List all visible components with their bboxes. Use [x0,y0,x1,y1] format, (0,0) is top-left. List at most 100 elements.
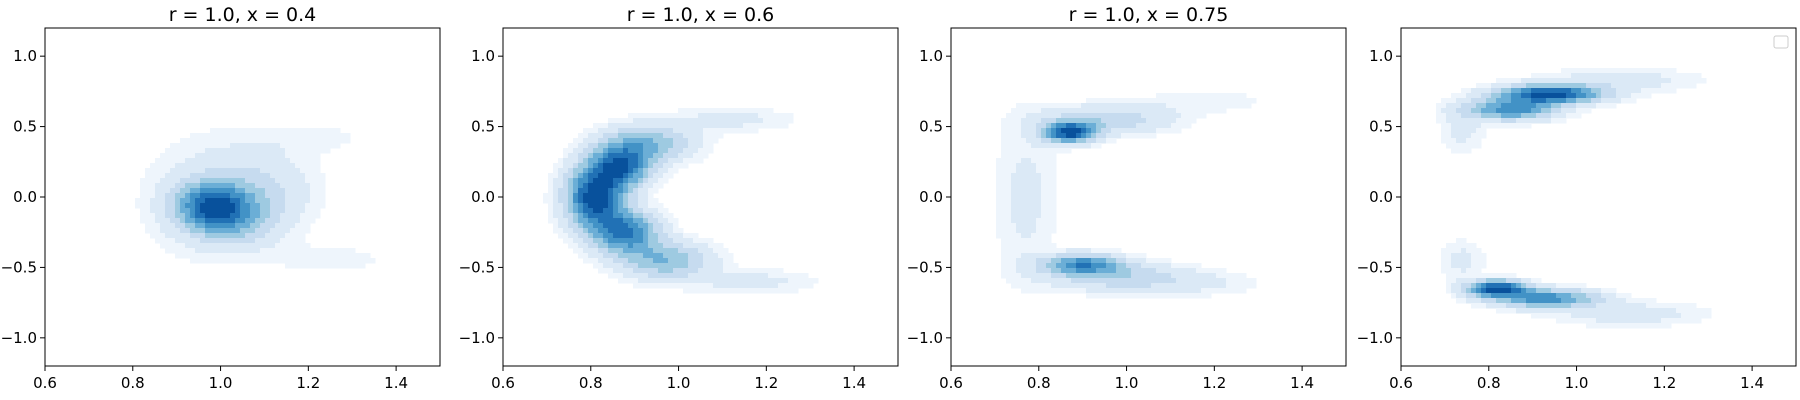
density-cell [1506,83,1512,89]
density-cell [1021,123,1027,129]
density-cell [668,118,674,124]
density-cell [1016,173,1022,179]
density-cell [1141,133,1147,139]
density-cell [1511,308,1517,314]
density-cell [1626,83,1632,89]
density-cell [783,278,789,284]
density-cell [1626,93,1632,99]
density-cell [250,248,256,254]
density-cell [728,278,734,284]
density-cell [703,268,709,274]
density-cell [1046,193,1052,199]
density-cell [1456,288,1462,294]
density-cell [200,233,206,239]
density-cell [1196,283,1202,289]
density-cell [1186,108,1192,114]
density-cell [170,223,176,229]
density-cell [1061,258,1067,264]
density-cell [808,278,814,284]
density-cell [195,183,201,189]
density-cell [683,163,689,169]
density-cell [1556,303,1562,309]
density-cell [658,208,664,214]
density-cell [165,228,171,234]
density-cell [1176,263,1182,269]
density-cell [573,143,579,149]
density-cell [235,223,241,229]
density-cell [1006,113,1012,119]
density-cell [643,138,649,144]
density-cell [1051,158,1057,164]
density-cell [588,243,594,249]
density-cell [1576,98,1582,104]
density-cell [1041,173,1047,179]
density-cell [275,253,281,259]
density-cell [1581,298,1587,304]
density-cell [1076,288,1082,294]
density-cell [1626,323,1632,329]
density-cell [1526,283,1532,289]
density-cell [763,118,769,124]
density-cell [1021,188,1027,194]
density-cell [628,233,634,239]
density-cell [300,233,306,239]
density-cell [618,173,624,179]
density-cell [1236,98,1242,104]
density-cell [633,238,639,244]
density-cell [1636,68,1642,74]
density-cell [285,258,291,264]
density-cell [240,243,246,249]
density-cell [1621,98,1627,104]
density-cell [1471,253,1477,259]
density-cell [623,273,629,279]
density-cell [220,203,226,209]
density-cell [210,163,216,169]
density-cell [280,153,286,159]
density-cell [1481,303,1487,309]
density-cell [623,218,629,224]
density-cell [305,228,311,234]
density-cell [145,168,151,174]
density-cell [628,188,634,194]
density-cell [996,203,1002,209]
density-cell [1161,278,1167,284]
density-cell [1546,98,1552,104]
density-cell [190,188,196,194]
density-cell [1591,293,1597,299]
density-cell [1031,118,1037,124]
density-cell [300,138,306,144]
density-cell [1566,113,1572,119]
density-cell [1581,288,1587,294]
density-cell [1571,83,1577,89]
density-cell [185,138,191,144]
density-cell [643,223,649,229]
density-cell [583,193,589,199]
density-cell [1146,103,1152,109]
density-cell [1151,118,1157,124]
density-cell [593,208,599,214]
density-cell [653,233,659,239]
density-cell [593,188,599,194]
density-cell [773,268,779,274]
density-cell [648,138,654,144]
density-cell [668,283,674,289]
density-cell [240,253,246,259]
density-cell [1511,278,1517,284]
density-cell [1046,238,1052,244]
density-cell [1656,323,1662,329]
density-cell [1546,83,1552,89]
density-cell [1521,103,1527,109]
density-cell [683,288,689,294]
density-cell [220,163,226,169]
density-cell [1571,93,1577,99]
density-cell [1681,303,1687,309]
density-cell [1496,78,1502,84]
density-cell [628,278,634,284]
density-cell [1666,313,1672,319]
density-cell [1021,168,1027,174]
density-cell [1456,123,1462,129]
density-cell [598,213,604,219]
density-cell [1091,143,1097,149]
density-cell [1551,103,1557,109]
density-cell [1596,323,1602,329]
